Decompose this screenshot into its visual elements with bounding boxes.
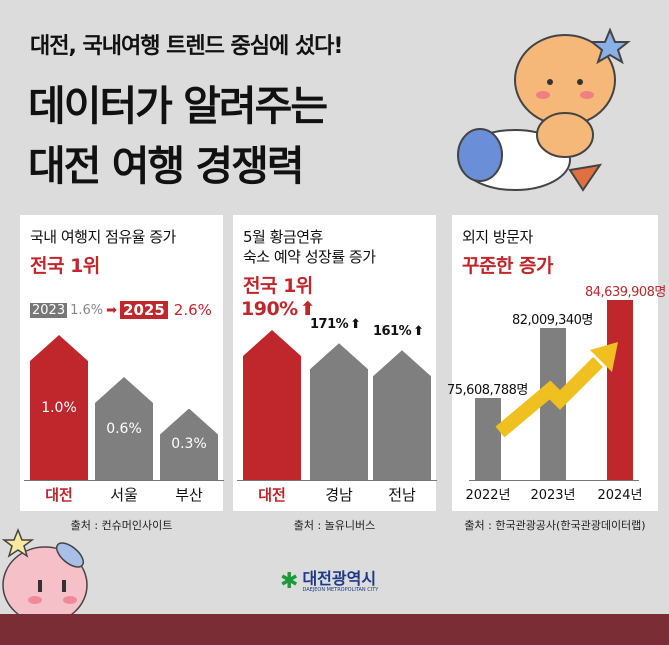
panel-highlight: 전국 1위 <box>243 275 313 297</box>
chart-baseline <box>24 480 224 481</box>
footer-band <box>0 614 669 645</box>
data-label: 190% ⬆ <box>241 298 316 320</box>
category-label: 2022년 <box>465 488 511 503</box>
legend-year-to: 2025 <box>120 301 168 319</box>
logo-star-icon: ✱ <box>280 569 299 594</box>
bar <box>243 330 301 480</box>
subtitle: 대전, 국내여행 트렌드 중심에 섰다! <box>30 34 343 59</box>
data-label: 161% ⬆ <box>373 324 424 340</box>
bar <box>310 343 368 480</box>
data-label: 0.3% <box>171 436 207 453</box>
logo-name: 대전광역시 <box>302 569 377 588</box>
bar <box>30 335 88 480</box>
category-label: 부산 <box>175 486 203 504</box>
up-arrow-icon: ⬆ <box>350 317 361 333</box>
chart-baseline <box>237 480 437 481</box>
bar <box>475 397 501 480</box>
data-label: 1.0% <box>41 399 77 416</box>
category-label: 대전 <box>45 486 73 504</box>
chart-baseline <box>469 480 639 481</box>
data-label: 0.6% <box>106 420 142 437</box>
source-2: 출처 : 놀유니버스 <box>293 519 376 532</box>
source-1: 출처 : 컨슈머인사이트 <box>70 519 173 532</box>
panel-highlight: 전국 1위 <box>30 255 100 277</box>
category-label: 2023년 <box>530 488 576 503</box>
category-label: 서울 <box>110 486 138 504</box>
star-icon <box>589 27 631 65</box>
panel-title: 국내 여행지 점유율 증가 <box>30 228 176 246</box>
up-arrow-icon: ⬆ <box>299 298 316 320</box>
title-line-2: 대전 여행 경쟁력 <box>28 142 305 190</box>
legend-row: 2023 1.6% ➡ 2025 2.6% <box>30 301 212 319</box>
data-label: 84,639,908명 <box>585 284 666 300</box>
category-label: 경남 <box>325 486 353 504</box>
daejeon-logo: ✱ 대전광역시 DAEJEON METROPOLITAN CITY <box>280 569 378 594</box>
right-arrow-icon: ➡ <box>106 302 118 318</box>
bar <box>540 328 566 480</box>
source-3: 출처 : 한국관광공사(한국관광데이터랩) <box>464 519 646 532</box>
up-arrow-icon: ⬆ <box>413 324 424 340</box>
category-label: 2024년 <box>597 488 643 503</box>
category-label: 대전 <box>258 486 286 504</box>
panel-title-line-2: 숙소 예약 성장률 증가 <box>243 248 376 266</box>
data-label: 75,608,788명 <box>447 382 528 398</box>
title-line-1: 데이터가 알려주는 <box>28 82 328 130</box>
star-icon <box>1 527 35 558</box>
data-label: 171% ⬆ <box>310 317 361 333</box>
logo-english: DAEJEON METROPOLITAN CITY <box>302 587 379 593</box>
data-label: 82,009,340명 <box>512 313 593 329</box>
category-label: 전남 <box>388 486 416 504</box>
panel-title-line-1: 5월 황금연휴 <box>243 228 323 246</box>
bar <box>607 299 633 480</box>
mascot-rocket-illustration <box>457 27 631 192</box>
legend-value-to: 2.6% <box>173 301 212 319</box>
bar <box>373 350 431 480</box>
legend-year-from: 2023 <box>30 302 68 318</box>
legend-value-from: 1.6% <box>70 302 104 318</box>
panel-highlight: 꾸준한 증가 <box>462 255 554 277</box>
panel-title: 외지 방문자 <box>462 228 533 246</box>
